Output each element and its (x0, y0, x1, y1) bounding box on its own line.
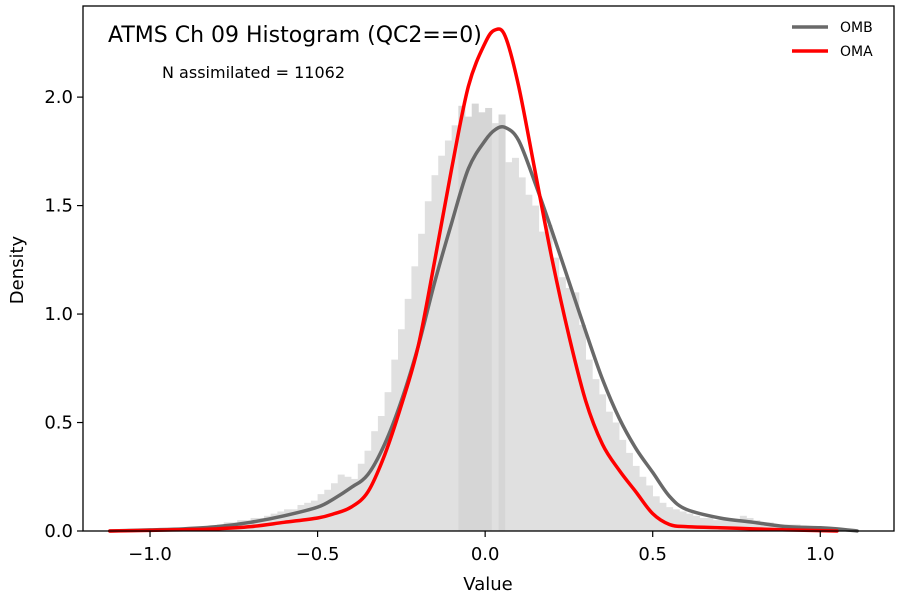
histogram-bar (310, 500, 318, 531)
histogram-bar (719, 520, 727, 531)
histogram-bar (572, 292, 580, 531)
histogram-bar (344, 476, 352, 531)
histogram-bar (686, 513, 694, 531)
histogram-bar (565, 288, 573, 531)
histogram-bars (217, 103, 821, 532)
histogram-bar (418, 233, 426, 532)
histogram-bar (753, 520, 761, 531)
histogram-bar (746, 517, 754, 531)
y-tick-label: 0.5 (44, 413, 73, 434)
histogram-bar (538, 231, 546, 531)
histogram-bar (773, 524, 781, 531)
histogram-bar (632, 465, 640, 531)
histogram-bar (511, 157, 519, 532)
histogram-bar (505, 162, 513, 531)
histogram-bar (377, 416, 385, 531)
histogram-bar (525, 194, 533, 532)
histogram-bar (384, 392, 392, 531)
histogram-bar (585, 359, 593, 531)
n-assimilated-annotation: N assimilated = 11062 (162, 63, 345, 82)
x-axis-ticks: −1.0 −0.5 0.0 0.5 1.0 (128, 531, 835, 565)
histogram-bar (404, 298, 412, 531)
histogram-bar (605, 411, 613, 531)
y-tick-label: 2.0 (44, 87, 73, 108)
histogram-bar (330, 483, 338, 531)
histogram-bar (578, 324, 586, 531)
series-line-omb (108, 125, 859, 533)
histogram-bar (518, 177, 526, 531)
histogram-bar (438, 155, 446, 531)
histogram-bar (692, 515, 700, 531)
histogram-bar (431, 175, 439, 531)
histogram-bar (458, 105, 466, 531)
legend: OMB OMA (792, 20, 873, 60)
y-tick-label: 1.0 (44, 304, 73, 325)
histogram-bar (297, 504, 305, 531)
density-curves (108, 27, 859, 533)
histogram-bar (739, 515, 747, 531)
histogram-bar (478, 112, 486, 532)
histogram-bar (337, 474, 345, 531)
histogram-bar (766, 522, 774, 531)
histogram-bar (444, 140, 452, 531)
histogram-bar (304, 502, 312, 531)
legend-label-omb: OMB (840, 20, 873, 36)
histogram-bar (672, 509, 680, 531)
histogram-bar (471, 103, 479, 532)
histogram-bar (451, 125, 459, 531)
histogram-bar (391, 359, 399, 531)
histogram-bar (713, 520, 721, 531)
x-tick-label: 1.0 (806, 544, 835, 565)
y-tick-label: 0.0 (44, 521, 73, 542)
histogram-bar (759, 522, 767, 531)
y-axis-label: Density (7, 235, 28, 304)
histogram-bar (324, 489, 332, 531)
x-tick-label: 0.5 (638, 544, 667, 565)
histogram-bar (465, 116, 473, 531)
histogram-bar (317, 494, 325, 531)
y-tick-label: 1.5 (44, 196, 73, 217)
y-axis-ticks: 0.0 0.5 1.0 1.5 2.0 (44, 87, 83, 542)
legend-label-oma: OMA (840, 44, 873, 60)
histogram-bar (424, 201, 432, 531)
histogram-bar (532, 205, 540, 531)
histogram-bar (679, 511, 687, 531)
histogram-bar (485, 107, 493, 532)
histogram-bar (558, 277, 566, 531)
x-tick-label: −0.5 (296, 544, 340, 565)
histogram-bar (652, 496, 660, 531)
histogram-bar (592, 379, 600, 531)
histogram-bar (398, 329, 406, 531)
chart-title: ATMS Ch 09 Histogram (QC2==0) (108, 23, 482, 48)
histogram-bar (733, 520, 741, 531)
histogram-bar (659, 502, 667, 531)
x-tick-label: 0.0 (471, 544, 500, 565)
histogram-bar (625, 452, 633, 531)
histogram-bar (599, 394, 607, 531)
histogram-bar (545, 225, 553, 532)
x-axis-label: Value (463, 574, 512, 595)
series-line-oma (108, 27, 839, 533)
histogram-bar (699, 517, 707, 531)
histogram-bar (612, 422, 620, 531)
histogram-bar (726, 520, 734, 531)
histogram-bar (666, 507, 674, 531)
histogram-bar (411, 266, 419, 531)
plot-frame (82, 5, 895, 532)
histogram-bar (706, 517, 714, 531)
histogram-bar (498, 114, 506, 531)
histogram-bar (491, 123, 499, 532)
x-tick-label: −1.0 (128, 544, 172, 565)
histogram-bar (552, 257, 560, 531)
histogram-bar (250, 517, 258, 531)
histogram-bar (619, 439, 627, 531)
